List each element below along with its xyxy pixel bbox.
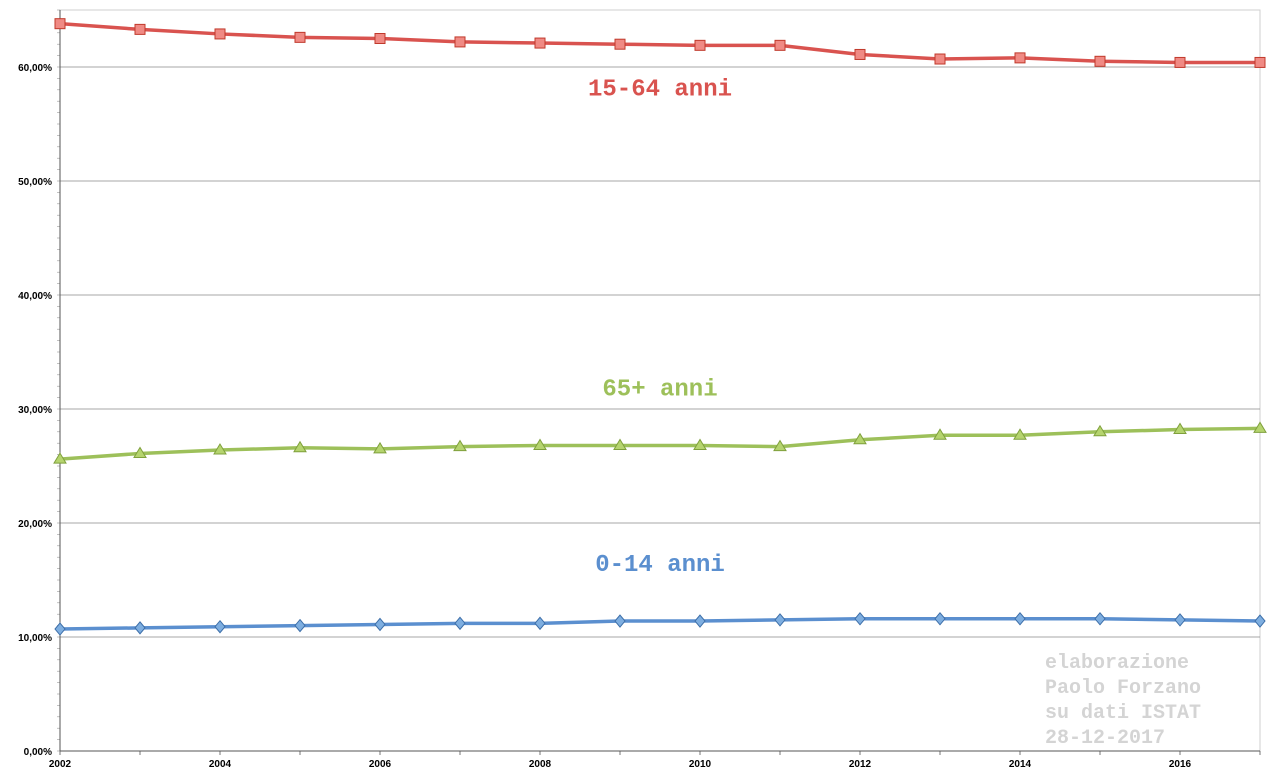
data-point (54, 18, 66, 30)
data-point (854, 48, 866, 60)
y-tick-label: 10,00% (18, 633, 52, 644)
data-point (854, 611, 866, 626)
data-point (373, 441, 387, 454)
data-point (1254, 56, 1266, 68)
data-point (1254, 614, 1266, 628)
series-label: 0-14 anni (595, 552, 725, 579)
credit-line: Paolo Forzano (1045, 677, 1201, 700)
series-label: 15-64 anni (588, 76, 732, 103)
data-point (1253, 421, 1267, 433)
y-tick-label: 20,00% (18, 519, 52, 530)
series-line (59, 617, 1261, 631)
data-point (374, 33, 386, 44)
data-point (214, 619, 226, 634)
label-layer: 15-64 anni 65+ anni 0-14 anni (588, 76, 732, 579)
data-point (293, 440, 307, 453)
x-tick-label: 2002 (49, 759, 72, 770)
axis-layer: 0,00% 10,00% 20,00% 30,00% 40,00% 50,00% 60,00… (18, 9, 1261, 770)
data-point (1094, 55, 1106, 67)
x-tick-label: 2006 (369, 759, 392, 770)
credit-line: su dati ISTAT (1045, 702, 1201, 725)
data-point (533, 438, 547, 450)
data-point (453, 439, 467, 452)
data-point (454, 616, 466, 631)
data-point (1014, 611, 1026, 626)
y-tick-label: 60,00% (18, 63, 52, 74)
data-point (614, 38, 626, 50)
y-tick-label: 30,00% (18, 405, 52, 416)
data-point (694, 614, 706, 628)
data-point (613, 438, 627, 450)
data-point (694, 39, 706, 51)
data-point (54, 622, 66, 636)
series-1 (53, 421, 1267, 464)
data-point (774, 39, 786, 51)
y-tick-label: 50,00% (18, 177, 52, 188)
x-tick-label: 2008 (529, 759, 552, 770)
data-point (934, 53, 946, 65)
credit-line: elaborazione (1045, 652, 1189, 675)
series-0 (54, 18, 1266, 68)
data-point (534, 616, 546, 631)
data-point (454, 36, 466, 48)
data-point (1173, 422, 1187, 435)
series-layer (53, 18, 1267, 636)
data-point (1174, 613, 1186, 627)
series-2 (54, 611, 1266, 636)
data-point (133, 446, 147, 458)
data-point (853, 432, 867, 445)
data-point (614, 614, 626, 628)
x-tick-label: 2004 (209, 759, 232, 770)
y-tick-label: 40,00% (18, 291, 52, 302)
data-point (213, 443, 227, 455)
data-point (773, 439, 787, 452)
data-point (1093, 424, 1107, 437)
series-label: 65+ anni (602, 376, 717, 403)
data-point (1014, 52, 1026, 64)
x-tick-label: 2012 (849, 759, 872, 770)
data-point (534, 37, 546, 49)
x-tick-label: 2014 (1009, 759, 1032, 770)
series-line (59, 21, 1260, 65)
data-point (774, 613, 786, 627)
data-point (1013, 428, 1027, 440)
series-line (59, 426, 1261, 461)
data-point (933, 428, 947, 440)
data-point (374, 617, 386, 632)
data-point (134, 621, 146, 635)
data-point (53, 452, 67, 464)
data-point (693, 438, 707, 450)
data-point (294, 618, 306, 633)
x-tick-label: 2010 (689, 759, 712, 770)
x-tick-label: 2016 (1169, 759, 1192, 770)
credit-line: 28-12-2017 (1045, 727, 1165, 750)
data-point (134, 23, 146, 35)
data-point (1094, 611, 1106, 626)
data-point (294, 31, 306, 43)
data-point (934, 611, 946, 626)
data-point (214, 28, 226, 40)
data-point (1174, 56, 1186, 68)
y-tick-label: 0,00% (24, 747, 52, 758)
